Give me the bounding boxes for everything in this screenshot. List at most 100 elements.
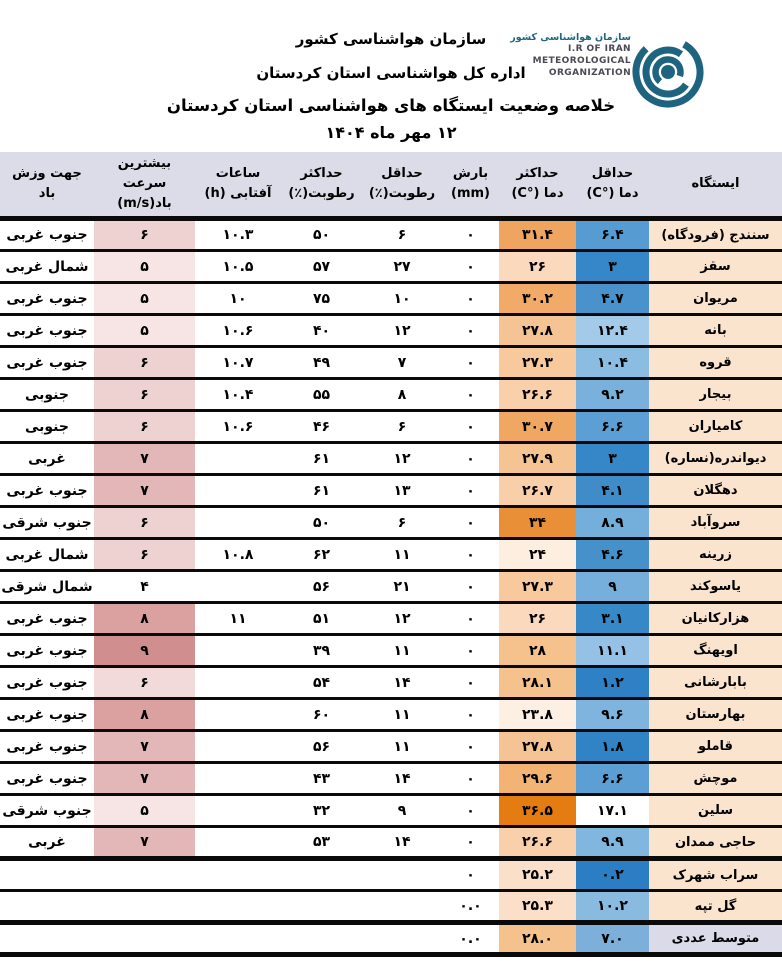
max-temp-cell: ۳۶.۵ (499, 794, 576, 827)
min-hum-cell: ۱۰ (393, 290, 411, 307)
sun-cell: ۱۰.۶ (222, 418, 254, 435)
wind-dir-cell (0, 859, 94, 891)
table-row: یاسوکند ۹ ۲۷.۳ ۰ ۲۱ ۵۶ ۴ شمال شرقی (0, 570, 782, 603)
table-row: قروه ۱۰.۴ ۲۷.۳ ۰ ۷ ۴۹ ۱۰.۷ ۶ جنوب غربی (0, 346, 782, 379)
wind-dir-cell: جنوب غربی (6, 770, 88, 787)
max-temp-cell: ۲۳.۸ (499, 698, 576, 731)
min-temp-cell: ۳ (576, 250, 649, 283)
station-cell: سراب شهرک (649, 858, 782, 891)
max-hum-cell: ۶۱ (312, 450, 331, 467)
sun-cell: ۱۰.۷ (222, 354, 254, 371)
min-temp-cell: ۷.۰ (576, 922, 649, 955)
max-temp-cell: ۲۸.۰ (499, 922, 576, 955)
logo-fa-name: سازمان هواشناسی کشور (510, 32, 631, 43)
table-row: سنندج (فرودگاه) ۶.۴ ۳۱.۴ ۰ ۶ ۵۰ ۱۰.۳ ۶ جنوب غربی (0, 218, 782, 251)
min-temp-cell: ۰.۲ (576, 858, 649, 891)
min-hum-cell: ۹ (397, 802, 407, 819)
min-temp-cell: ۴.۶ (576, 538, 649, 571)
logo-text: سازمان هواشناسی کشور I.R OF IRAN METEORO… (510, 18, 631, 79)
max-temp-cell: ۲۶ (499, 602, 576, 635)
max-hum-cell: ۴۹ (312, 354, 331, 371)
wind-speed-cell: ۷ (94, 826, 195, 859)
sun-cell (195, 699, 281, 731)
table-row: بانه ۱۲.۴ ۲۷.۸ ۰ ۱۲ ۴۰ ۱۰.۶ ۵ جنوب غربی (0, 314, 782, 347)
stations-weather-table: ایستگاه حداقل دما (°C) حداکثر دما (°C) بارش (m… (0, 152, 782, 957)
min-hum-cell: ۲۷ (393, 258, 411, 275)
max-temp-cell: ۲۷.۹ (499, 442, 576, 475)
wind-dir-cell: شمال غربی (5, 258, 89, 275)
col-header-max-hum: حداکثر رطوبت(٪) (288, 166, 355, 202)
wind-dir-cell: جنوب شرقی (2, 802, 92, 819)
min-temp-cell: ۴.۷ (576, 282, 649, 315)
max-hum-cell: ۵۶ (312, 578, 331, 595)
max-temp-cell: ۲۴ (499, 538, 576, 571)
sun-cell (195, 827, 281, 859)
station-cell: سروآباد (649, 506, 782, 539)
min-hum-cell: ۶ (397, 227, 407, 244)
station-cell: سقز (649, 250, 782, 283)
max-temp-cell: ۲۶.۶ (499, 826, 576, 859)
table-row: حاجی ممدان ۹.۹ ۲۶.۶ ۰ ۱۴ ۵۳ ۷ غربی (0, 826, 782, 859)
cyclone-spiral-icon (632, 36, 704, 108)
wind-dir-cell: جنوب غربی (6, 482, 88, 499)
max-hum-cell: ۵۰ (312, 227, 331, 244)
min-temp-cell: ۸.۹ (576, 506, 649, 539)
min-temp-cell: ۳.۱ (576, 602, 649, 635)
min-hum-cell: ۱۴ (393, 834, 411, 851)
precip-cell: ۰.۰ (459, 898, 482, 915)
max-hum-cell: ۵۷ (312, 258, 331, 275)
wind-speed-cell: ۴ (94, 570, 195, 603)
min-hum-cell: ۱۴ (393, 770, 411, 787)
wind-speed-cell: ۶ (94, 506, 195, 539)
sun-cell (195, 571, 281, 603)
min-hum-cell: ۱۳ (393, 482, 411, 499)
max-temp-cell: ۳۱.۴ (499, 218, 576, 251)
wind-speed-cell: ۷ (94, 762, 195, 795)
station-cell: دیواندره(نساره) (649, 442, 782, 475)
min-hum-cell (362, 891, 442, 923)
min-hum-cell: ۷ (397, 354, 407, 371)
min-hum-cell: ۱۲ (393, 610, 411, 627)
col-header-wind-speed: بیشترین سرعت باد(m/s) (117, 156, 172, 212)
wind-speed-cell (94, 890, 195, 923)
max-hum-cell: ۵۳ (312, 834, 331, 851)
wind-dir-cell: جنوبی (24, 386, 69, 403)
table-row: دیواندره(نساره) ۳ ۲۷.۹ ۰ ۱۲ ۶۱ ۷ غربی (0, 442, 782, 475)
min-temp-cell: ۱۰.۲ (576, 890, 649, 923)
wind-speed-cell (94, 922, 195, 955)
wind-speed-cell: ۶ (94, 538, 195, 571)
sun-cell (195, 507, 281, 539)
precip-cell: ۰ (466, 578, 475, 595)
wind-dir-cell: جنوب غربی (6, 674, 88, 691)
max-hum-cell: ۵۶ (312, 738, 331, 755)
table-row: کامیاران ۶.۶ ۳۰.۷ ۰ ۶ ۴۶ ۱۰.۶ ۶ جنوبی (0, 410, 782, 443)
wind-speed-cell (94, 858, 195, 891)
sun-cell: ۱۰.۵ (222, 258, 254, 275)
max-hum-cell: ۵۰ (312, 514, 331, 531)
station-cell: موچش (649, 762, 782, 795)
table-row: سروآباد ۸.۹ ۳۴ ۰ ۶ ۵۰ ۶ جنوب شرقی (0, 506, 782, 539)
station-cell: زرینه (649, 538, 782, 571)
sun-cell (195, 923, 281, 955)
max-temp-cell: ۲۷.۳ (499, 346, 576, 379)
sun-cell: ۱۰ (229, 290, 247, 307)
min-temp-cell: ۹.۲ (576, 378, 649, 411)
station-cell: مریوان (649, 282, 782, 315)
min-hum-cell: ۱۴ (393, 674, 411, 691)
min-hum-cell: ۱۲ (393, 450, 411, 467)
min-hum-cell (362, 859, 442, 891)
table-row: قاملو ۱.۸ ۲۷.۸ ۰ ۱۱ ۵۶ ۷ جنوب غربی (0, 730, 782, 763)
wind-dir-cell: جنوب غربی (6, 706, 88, 723)
wind-speed-cell: ۶ (94, 410, 195, 443)
station-cell: کامیاران (649, 410, 782, 443)
max-temp-cell: ۲۵.۳ (499, 890, 576, 923)
sun-cell (195, 795, 281, 827)
station-cell: سلین (649, 794, 782, 827)
station-cell: سنندج (فرودگاه) (649, 218, 782, 251)
station-cell: گل تپه (649, 890, 782, 923)
max-hum-cell: ۴۶ (312, 418, 331, 435)
col-header-wind-dir: جهت وزش باد (12, 166, 82, 202)
col-header-min-temp: حداقل دما (°C) (586, 166, 639, 202)
org-name: سازمان هواشناسی کشور (295, 30, 487, 48)
